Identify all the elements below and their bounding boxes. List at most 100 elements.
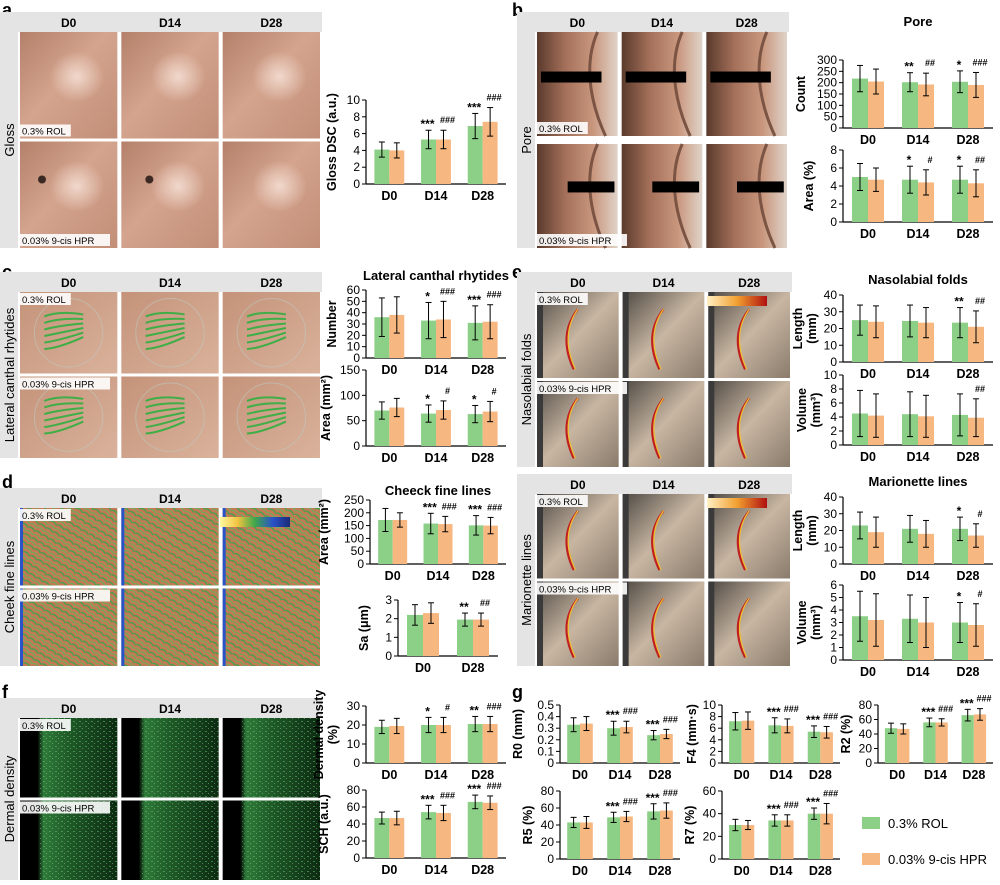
x-tick-label: D28 [471, 863, 494, 877]
y-axis-label: Number [325, 300, 339, 347]
y-tick-label: 80 [347, 783, 361, 797]
y-tick-label: 2 [353, 160, 360, 174]
wrinkle-trace [145, 311, 185, 318]
y-axis-label: Volume [795, 600, 809, 644]
column-label-d28: D28 [736, 16, 758, 30]
y-axis-label: SCH (a.u.) [317, 794, 331, 854]
y-tick-label: 0 [385, 649, 392, 663]
wrinkle-trace [246, 336, 287, 351]
significance-label: * [907, 153, 912, 167]
panel-e-naso: Nasolabial folds D0 D14 D28 0.3% ROL 0.03% 9-… [517, 272, 792, 467]
significance-label: *** [423, 500, 437, 514]
photo-3d [537, 381, 619, 467]
photo-speckle [242, 718, 320, 798]
row-label: 0.3% ROL [539, 497, 583, 508]
wrinkle-trace [246, 327, 287, 337]
bar-hpr [820, 732, 833, 763]
photo-speckle [39, 718, 118, 798]
x-tick-label: D0 [860, 569, 876, 583]
chart-sch: 0 20 40 60 80 SCH (a.u.) D0 *** ### D14 *** ### D28 [317, 781, 506, 877]
wrinkle-trace [44, 411, 84, 422]
bar-hpr [580, 822, 593, 859]
column-label-d14: D14 [652, 276, 674, 290]
y-axis-label: (%) [326, 725, 340, 744]
photo-skin-lines [20, 292, 118, 374]
y-tick-label: 8 [830, 382, 837, 396]
bar-hpr [868, 179, 884, 222]
color-scale-bar [220, 517, 290, 527]
x-tick-label: D28 [957, 569, 980, 583]
bar-rol [374, 410, 390, 446]
photo-skin-lines [121, 292, 219, 374]
significance-label: * [957, 504, 962, 518]
significance-label: ## [925, 58, 935, 68]
redaction-bar [736, 181, 784, 193]
significance-label: ** [470, 703, 480, 717]
bar-hpr [482, 321, 498, 358]
significance-label: *** [467, 293, 481, 307]
y-tick-label: 100 [340, 388, 360, 402]
photo-edge [708, 494, 715, 579]
x-tick-label: D0 [860, 367, 876, 381]
bar-hpr [389, 407, 405, 446]
bar-hpr [620, 816, 633, 859]
x-tick-label: D28 [809, 768, 832, 782]
y-tick-label: 0 [830, 557, 837, 571]
y-tick-label: 30 [824, 507, 838, 521]
significance-label: *** [646, 718, 660, 732]
significance-label: *** [921, 705, 935, 719]
bar-hpr [868, 532, 884, 564]
chart-title: Marionette lines [869, 474, 968, 489]
photo-highlight [242, 47, 311, 112]
x-tick-label: D0 [381, 768, 397, 782]
significance-label: ## [975, 296, 985, 306]
panel-letter-f: f [2, 682, 9, 702]
y-tick-label: 40 [703, 807, 717, 821]
y-tick-label: 30 [347, 699, 361, 713]
y-tick-label: 0 [353, 439, 360, 453]
side-strip [0, 12, 18, 248]
significance-label: ### [938, 704, 953, 714]
y-tick-label: 20 [347, 834, 361, 848]
bar-rol [807, 813, 821, 859]
bar-hpr [868, 81, 884, 128]
x-tick-label: D0 [381, 451, 397, 465]
x-tick-label: D28 [471, 451, 494, 465]
photo-3d [537, 292, 619, 378]
y-tick-label: 5 [830, 591, 837, 605]
x-tick-label: D28 [649, 864, 672, 878]
wrinkle-trace [44, 331, 84, 344]
row-label-bg [537, 382, 627, 394]
x-tick-label: D28 [649, 768, 672, 782]
y-tick-label: 0 [353, 851, 360, 865]
bar-rol [378, 519, 393, 564]
side-strip [0, 488, 18, 666]
x-tick-label: D28 [957, 450, 980, 464]
significance-label: # [977, 509, 982, 519]
side-strip [0, 272, 18, 458]
significance-label: *** [468, 503, 482, 517]
y-tick-label: 60 [703, 784, 717, 798]
y-tick-label: 2 [830, 197, 837, 211]
significance-label: *** [767, 802, 781, 816]
x-tick-label: D14 [425, 768, 448, 782]
bar-rol [852, 78, 868, 128]
photo-3d [537, 581, 619, 666]
row-label: 0.03% 9-cis HPR [22, 380, 94, 391]
photo-highlight [39, 157, 108, 222]
row-label: 0.3% ROL [539, 124, 583, 135]
y-tick-label: 80 [859, 698, 873, 712]
y-tick-label: 8 [830, 143, 837, 157]
photo-face [706, 32, 787, 136]
wrinkle-trace [145, 411, 185, 422]
y-tick-label: 3 [830, 616, 837, 630]
y-tick-label: 250 [817, 64, 837, 78]
photo-3d [537, 494, 619, 579]
y-tick-label: 30 [347, 317, 361, 331]
significance-label: *** [606, 799, 620, 813]
side-label: Marionette lines [519, 534, 534, 626]
panel-f: Dermal density D0 D14 D28 0.3% ROL 0.03% 9-ci… [0, 698, 322, 880]
fold-trace [567, 510, 579, 571]
y-axis-label: R5 (%) [521, 806, 535, 845]
side-strip [0, 698, 18, 880]
